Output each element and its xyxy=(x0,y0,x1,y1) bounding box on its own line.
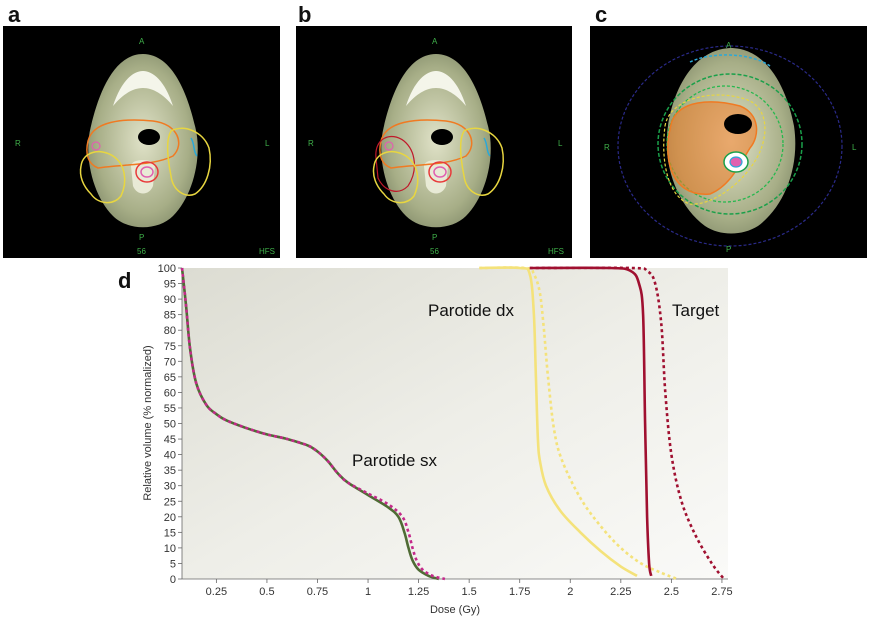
x-axis-title: Dose (Gy) xyxy=(430,604,480,616)
y-tick-label: 35 xyxy=(164,465,176,477)
y-tick-label: 95 xyxy=(164,279,176,291)
yellow-contour-left xyxy=(79,150,126,204)
y-tick-label: 10 xyxy=(164,543,176,555)
label-left: L xyxy=(852,143,857,152)
label-anterior: A xyxy=(139,37,145,46)
label-posterior: P xyxy=(432,233,437,242)
x-tick-label: 2.75 xyxy=(711,586,732,598)
label-slice: 56 xyxy=(137,247,146,256)
x-tick-label: 1.25 xyxy=(408,586,429,598)
label-anterior: A xyxy=(432,37,438,46)
y-tick-label: 50 xyxy=(164,419,176,431)
target-contour-outer xyxy=(135,161,159,183)
airway xyxy=(138,129,160,145)
label-orientation: HFS xyxy=(259,247,275,256)
y-tick-label: 5 xyxy=(170,558,176,570)
target-contour-outer xyxy=(428,161,452,183)
blue-contour xyxy=(190,137,198,157)
annotation-target: Target xyxy=(672,301,720,320)
isodose-yellow xyxy=(663,94,766,205)
mandible-bone xyxy=(113,71,173,106)
label-right: R xyxy=(15,139,21,148)
x-tick-label: 1 xyxy=(365,586,371,598)
x-tick-label: 2.25 xyxy=(610,586,631,598)
ct-image-a: A P R L 56 HFS xyxy=(3,26,280,258)
series-line-target-dotted xyxy=(529,266,726,580)
y-tick-label: 75 xyxy=(164,341,176,353)
dvh-chart-svg: 0.25 0.5 0.75 1 1.25 1.5 1.75 2 2.25 2.5 2.75 0 5 10 1… xyxy=(142,263,733,616)
x-tick-label: 2.5 xyxy=(664,586,679,598)
label-right: R xyxy=(308,139,314,148)
blue-contour xyxy=(483,137,491,157)
target-contour-inner xyxy=(729,156,743,168)
y-tick-label: 0 xyxy=(170,574,176,586)
y-tick-label: 80 xyxy=(164,325,176,337)
x-tick-label: 0.5 xyxy=(259,586,274,598)
label-posterior: P xyxy=(139,233,144,242)
plot-background xyxy=(182,268,728,579)
y-tick-label: 65 xyxy=(164,372,176,384)
x-tick-label: 1.5 xyxy=(462,586,477,598)
orange-contour xyxy=(379,119,473,169)
yellow-contour-right xyxy=(459,127,504,196)
panel-letter-b: b xyxy=(298,2,312,27)
isodose-navy xyxy=(617,45,843,247)
y-tick-label: 85 xyxy=(164,310,176,322)
pink-contour xyxy=(91,141,101,151)
panel-letter-d: d xyxy=(118,268,132,293)
panel-letter-c: c xyxy=(595,2,608,27)
label-right: R xyxy=(604,143,610,152)
orange-contour xyxy=(86,119,180,169)
y-tick-label: 15 xyxy=(164,527,176,539)
series-line-parotide-dx-solid xyxy=(479,266,638,578)
x-tick-label: 0.75 xyxy=(307,586,328,598)
yellow-contour-left xyxy=(372,150,419,204)
ct-image-b: A P R L 56 HFS xyxy=(296,26,572,258)
pink-contour xyxy=(384,141,394,151)
y-tick-label: 45 xyxy=(164,434,176,446)
x-tick-label: 2 xyxy=(567,586,573,598)
x-tick-label: 1.75 xyxy=(509,586,530,598)
y-tick-label: 60 xyxy=(164,387,176,399)
isodose-green-inner xyxy=(666,85,784,203)
y-tick-label: 100 xyxy=(158,263,176,275)
yellow-contour-right xyxy=(166,127,211,196)
y-tick-label: 30 xyxy=(164,481,176,493)
isodose-green-outer xyxy=(657,73,803,215)
label-left: L xyxy=(558,139,563,148)
label-anterior: A xyxy=(726,41,732,50)
ct-image-c: A P R L xyxy=(590,26,867,258)
annotation-parotide-dx: Parotide dx xyxy=(428,301,514,320)
isodose-cyan xyxy=(689,54,771,67)
airway xyxy=(431,129,453,145)
y-tick-label: 70 xyxy=(164,356,176,368)
y-tick-label: 90 xyxy=(164,294,176,306)
mandible-bone xyxy=(406,71,466,106)
x-tick-label: 0.25 xyxy=(206,586,227,598)
target-contour-inner xyxy=(433,166,447,178)
label-posterior: P xyxy=(726,245,731,254)
panel-letter-a: a xyxy=(8,2,21,27)
series-line-parotide-sx-dotted xyxy=(180,267,446,581)
label-slice: 56 xyxy=(430,247,439,256)
y-tick-label: 25 xyxy=(164,496,176,508)
label-left: L xyxy=(265,139,270,148)
dvh-chart: 0.25 0.5 0.75 1 1.25 1.5 1.75 2 2.25 2.5 2.75 0 5 10 1… xyxy=(0,258,872,620)
y-tick-label: 20 xyxy=(164,512,176,524)
annotation-parotide-sx: Parotide sx xyxy=(352,451,438,470)
y-axis-title: Relative volume (% normalized) xyxy=(142,345,154,500)
airway xyxy=(724,114,752,134)
y-tick-label: 40 xyxy=(164,450,176,462)
y-tick-label: 55 xyxy=(164,403,176,415)
label-orientation: HFS xyxy=(548,247,564,256)
target-contour-inner xyxy=(140,166,154,178)
